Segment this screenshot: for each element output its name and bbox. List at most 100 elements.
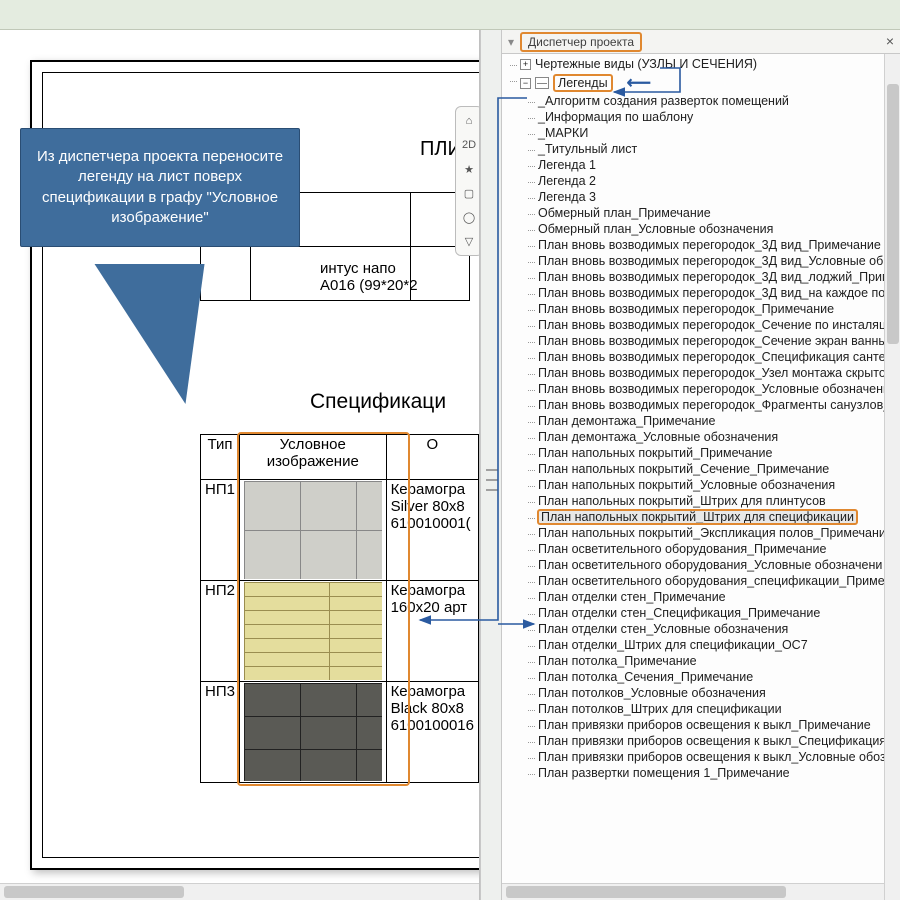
tree-item[interactable]: Обмерный план_Примечание [538, 205, 900, 221]
tree-item[interactable]: План потолков_Штрих для спецификации [538, 701, 900, 717]
spec-cell-image [239, 682, 386, 783]
panel-menu-icon[interactable]: ▾ [508, 35, 514, 49]
material-swatch [244, 481, 382, 579]
tree-item[interactable]: План демонтажа_Примечание [538, 413, 900, 429]
tree-item-label: Обмерный план_Примечание [538, 206, 711, 220]
tree-item[interactable]: План напольных покрытий_Экспликация поло… [538, 525, 900, 541]
tree-item[interactable]: План напольных покрытий_Сечение_Примечан… [538, 461, 900, 477]
tree-item-label: Легенда 3 [538, 190, 596, 204]
tree-item-label: План вновь возводимых перегородок_Примеч… [538, 302, 834, 316]
tree-item-label: План отделки стен_Условные обозначения [538, 622, 788, 636]
spec-row: НП1КерамограSilver 80x8610010001( [201, 480, 479, 581]
tree-item-label: План потолков_Условные обозначения [538, 686, 766, 700]
tree-label-legends: Легенды [553, 74, 613, 92]
tree-item-label: План вновь возводимых перегородок_Специф… [538, 350, 892, 364]
tree-item[interactable]: План потолков_Условные обозначения [538, 685, 900, 701]
view-tool-button[interactable]: ▢ [459, 183, 479, 203]
tree-item[interactable]: План напольных покрытий_Штрих для плинту… [538, 493, 900, 509]
tree-item[interactable]: _Алгоритм создания разверток помещений [538, 93, 900, 109]
tree-item[interactable]: План потолка_Примечание [538, 653, 900, 669]
tree-item[interactable]: План развертки помещения 1_Примечание [538, 765, 900, 781]
spec-cell-desc: КерамограBlack 80x86100100016 [386, 682, 478, 783]
tree-item[interactable]: _Титульный лист [538, 141, 900, 157]
spec-cell-image [239, 480, 386, 581]
tree-item[interactable]: Легенда 2 [538, 173, 900, 189]
tree-item-label: План напольных покрытий_Примечание [538, 446, 772, 460]
tree-item-label: План вновь возводимых перегородок_3Д вид… [538, 238, 881, 252]
tree-item[interactable]: План вновь возводимых перегородок_Специф… [538, 349, 900, 365]
tree-item[interactable]: План отделки_Штрих для спецификации_ОС7 [538, 637, 900, 653]
tree-horizontal-scrollbar[interactable] [502, 883, 884, 900]
tree-item[interactable]: Обмерный план_Условные обозначения [538, 221, 900, 237]
tree-item-label: План привязки приборов освещения к выкл_… [538, 750, 886, 764]
tree-item[interactable]: Легенда 3 [538, 189, 900, 205]
tree-item-label: План вновь возводимых перегородок_Сечени… [538, 318, 886, 332]
view-vertical-toolbar: ⌂ 2D ★ ▢ ◯ ▽ [455, 106, 480, 256]
tree-node-drawing-views[interactable]: + Чертежные виды (УЗЛЫ И СЕЧЕНИЯ) [520, 56, 900, 72]
tree-item[interactable]: План вновь возводимых перегородок_3Д вид… [538, 237, 900, 253]
tree-item[interactable]: План напольных покрытий_Штрих для специф… [538, 509, 900, 525]
tree-item[interactable]: План привязки приборов освещения к выкл_… [538, 749, 900, 765]
tree-item[interactable]: План потолка_Сечения_Примечание [538, 669, 900, 685]
view-tool-button[interactable]: 2D [459, 135, 479, 155]
splitter[interactable] [480, 30, 502, 900]
plinth-line1: интус напо [320, 260, 418, 277]
tree-item-label: План осветительного оборудования_специфи… [538, 574, 891, 588]
spec-header-image-l1: Условное [280, 436, 346, 453]
tree-item[interactable]: План вновь возводимых перегородок_Примеч… [538, 301, 900, 317]
expand-icon[interactable]: + [520, 59, 531, 70]
tree-item-label: План привязки приборов освещения к выкл_… [538, 734, 893, 748]
view-tool-button[interactable]: ▽ [459, 231, 479, 251]
tree-item[interactable]: План напольных покрытий_Условные обознач… [538, 477, 900, 493]
tree-item[interactable]: План отделки стен_Условные обозначения [538, 621, 900, 637]
app-toolbar-strip [0, 0, 900, 30]
tree-item[interactable]: Легенда 1 [538, 157, 900, 173]
plinth-text: интус напо А016 (99*20*2 [320, 260, 418, 294]
tree-item[interactable]: План напольных покрытий_Примечание [538, 445, 900, 461]
tree-item[interactable]: План вновь возводимых перегородок_3Д вид… [538, 253, 900, 269]
spec-header-type: Тип [201, 435, 240, 480]
tree-item[interactable]: _Информация по шаблону [538, 109, 900, 125]
tree-item-label: План потолка_Сечения_Примечание [538, 670, 753, 684]
tree-item-label: План осветительного оборудования_Примеча… [538, 542, 826, 556]
plinth-line2: А016 (99*20*2 [320, 277, 418, 294]
tree-item-label: _Титульный лист [538, 142, 637, 156]
tree-item[interactable]: План вновь возводимых перегородок_Сечени… [538, 333, 900, 349]
tree-item[interactable]: План вновь возводимых перегородок_Узел м… [538, 365, 900, 381]
legend-category-icon [535, 77, 549, 89]
tree-item[interactable]: План отделки стен_Спецификация_Примечани… [538, 605, 900, 621]
view-tool-button[interactable]: ⌂ [459, 111, 479, 131]
tree-vertical-scrollbar[interactable] [884, 54, 900, 900]
tree-item-label: План вновь возводимых перегородок_3Д вид… [538, 270, 891, 284]
spec-header-image: Условное изображение [239, 435, 386, 480]
tree-item[interactable]: План отделки стен_Примечание [538, 589, 900, 605]
tree-item[interactable]: План осветительного оборудования_Условны… [538, 557, 900, 573]
tree-item[interactable]: План привязки приборов освещения к выкл_… [538, 717, 900, 733]
tree-item[interactable]: План вновь возводимых перегородок_Условн… [538, 381, 900, 397]
tree-node-legends[interactable]: − Легенды ⟵ _Алгоритм создания разверток… [520, 72, 900, 782]
tree-item[interactable]: _МАРКИ [538, 125, 900, 141]
spec-table: Тип Условное изображение О НП1КерамограS… [200, 434, 479, 783]
tree-item-label: Легенда 2 [538, 174, 596, 188]
view-tool-button[interactable]: ◯ [459, 207, 479, 227]
spec-header-image-l2: изображение [267, 453, 359, 470]
panel-close-button[interactable]: × [886, 33, 894, 49]
tree-item[interactable]: План вновь возводимых перегородок_3Д вид… [538, 285, 900, 301]
tree-item-label: План напольных покрытий_Экспликация поло… [538, 526, 886, 540]
spec-cell-desc: КерамограSilver 80x8610010001( [386, 480, 478, 581]
tree-item[interactable]: План осветительного оборудования_Примеча… [538, 541, 900, 557]
tree-label: Чертежные виды (УЗЛЫ И СЕЧЕНИЯ) [535, 57, 757, 71]
tree-item[interactable]: План осветительного оборудования_специфи… [538, 573, 900, 589]
tree-item[interactable]: План вновь возводимых перегородок_Сечени… [538, 317, 900, 333]
tree-item-label: План вновь возводимых перегородок_Условн… [538, 382, 890, 396]
spec-cell-type: НП3 [201, 682, 240, 783]
view-tool-button[interactable]: ★ [459, 159, 479, 179]
tree-item[interactable]: План вновь возводимых перегородок_Фрагме… [538, 397, 900, 413]
tree-item-label: Легенда 1 [538, 158, 596, 172]
canvas-horizontal-scrollbar[interactable] [0, 883, 479, 900]
tree-item[interactable]: План привязки приборов освещения к выкл_… [538, 733, 900, 749]
collapse-icon[interactable]: − [520, 78, 531, 89]
tree-item[interactable]: План вновь возводимых перегородок_3Д вид… [538, 269, 900, 285]
tree-item-label: План развертки помещения 1_Примечание [538, 766, 790, 780]
tree-item[interactable]: План демонтажа_Условные обозначения [538, 429, 900, 445]
